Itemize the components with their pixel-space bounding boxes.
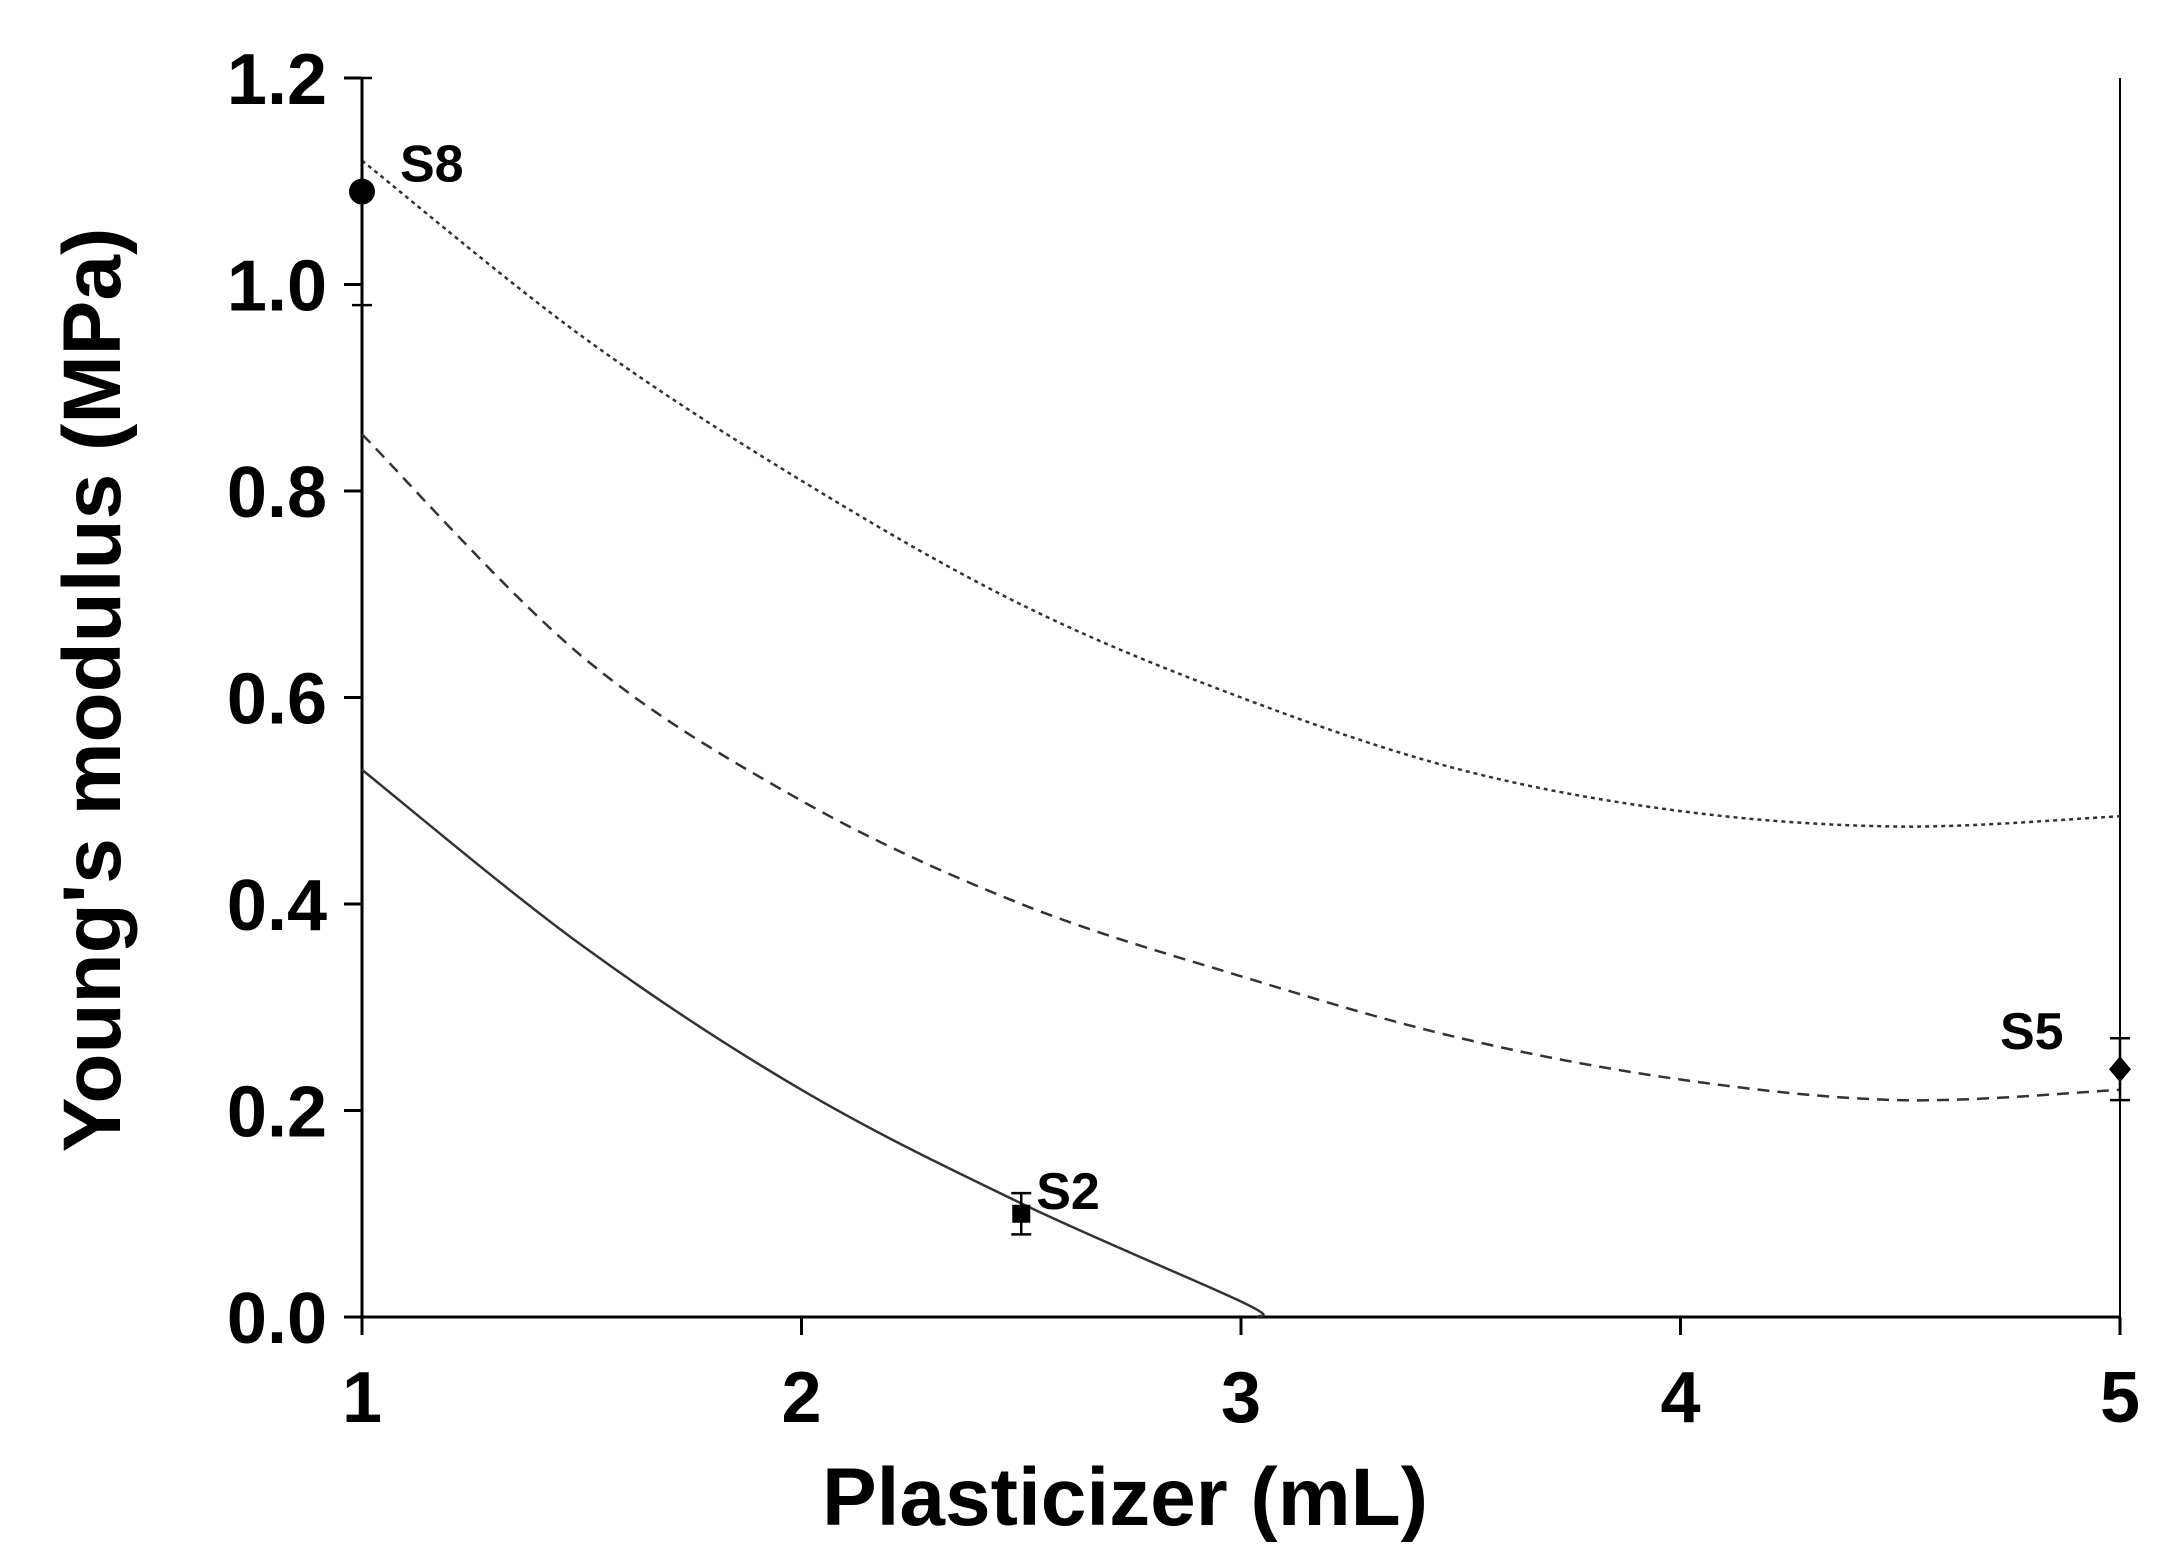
dotted-fit-curve [361, 159, 2121, 828]
s2-label: S2 [1036, 1163, 1100, 1221]
s8-label: S8 [400, 136, 464, 194]
y-tick-label: 1.0 [227, 247, 327, 327]
dashed-fit-curve [361, 433, 2121, 1102]
data-points: S8 S2 S5 [349, 76, 2131, 1236]
y-tick-label: 0.2 [227, 1073, 327, 1153]
y-tick-label: 1.2 [227, 40, 327, 120]
s5-point [2109, 1056, 2131, 1083]
fit-curves [361, 159, 2121, 1319]
x-tick-label: 2 [781, 1358, 821, 1438]
solid-fit-curve [361, 768, 1265, 1319]
y-axis-title: Young's modulus (MPa) [47, 228, 138, 1153]
y-tick-label: 0.6 [227, 660, 327, 740]
y-tick-label: 0.0 [227, 1279, 327, 1359]
y-tick-label: 0.4 [227, 866, 327, 946]
x-tick-label: 1 [342, 1358, 382, 1438]
x-tick-label: 3 [1221, 1358, 1261, 1438]
axis-ticks: 1 2 3 4 5 0.0 0.2 0.4 0.6 0.8 1.0 1.2 [227, 40, 2140, 1438]
s8-point [349, 178, 375, 205]
x-tick-label: 5 [2100, 1358, 2140, 1438]
s5-label: S5 [2000, 1003, 2064, 1061]
y-tick-label: 0.8 [227, 453, 327, 533]
s2-point [1012, 1204, 1031, 1223]
x-tick-label: 4 [1660, 1358, 1700, 1438]
x-axis-title: Plasticizer (mL) [822, 1452, 1428, 1543]
